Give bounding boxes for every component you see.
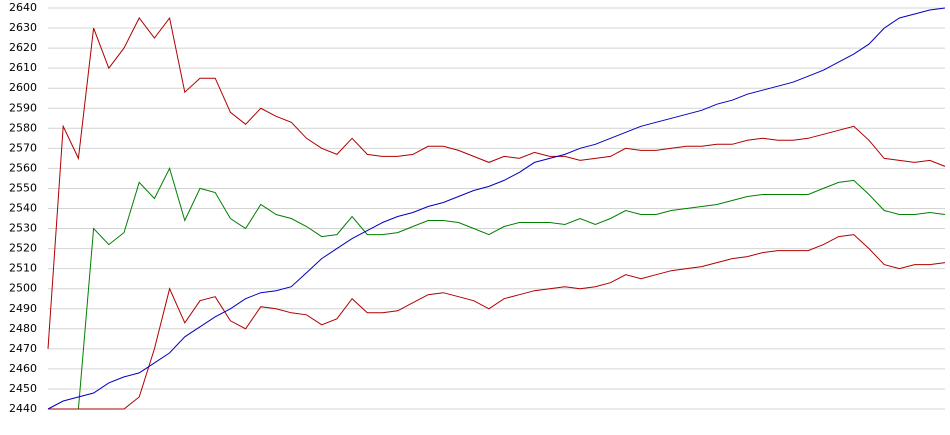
- series-line: [48, 234, 946, 410]
- y-tick-label: 2490: [9, 302, 37, 315]
- y-tick-label: 2460: [9, 362, 37, 375]
- y-tick-label: 2580: [9, 121, 37, 134]
- y-tick-label: 2530: [9, 222, 37, 235]
- y-tick-label: 2570: [9, 141, 37, 154]
- y-tick-label: 2510: [9, 262, 37, 275]
- y-tick-label: 2450: [9, 382, 37, 395]
- y-tick-label: 2560: [9, 161, 37, 174]
- y-tick-label: 2630: [9, 21, 37, 34]
- y-tick-label: 2520: [9, 242, 37, 255]
- series-line: [47, 16, 946, 349]
- series-line: [48, 167, 946, 410]
- y-tick-label: 2500: [9, 282, 37, 295]
- y-tick-label: 2640: [9, 1, 37, 14]
- y-tick-label: 2440: [9, 402, 37, 415]
- y-tick-label: 2550: [9, 181, 37, 194]
- y-tick-label: 2540: [9, 202, 37, 215]
- y-tick-label: 2590: [9, 101, 37, 114]
- y-tick-label: 2600: [9, 81, 37, 94]
- y-tick-label: 2610: [9, 61, 37, 74]
- y-tick-label: 2480: [9, 322, 37, 335]
- series-line: [47, 7, 946, 410]
- y-tick-label: 2620: [9, 41, 37, 54]
- y-tick-label: 2470: [9, 342, 37, 355]
